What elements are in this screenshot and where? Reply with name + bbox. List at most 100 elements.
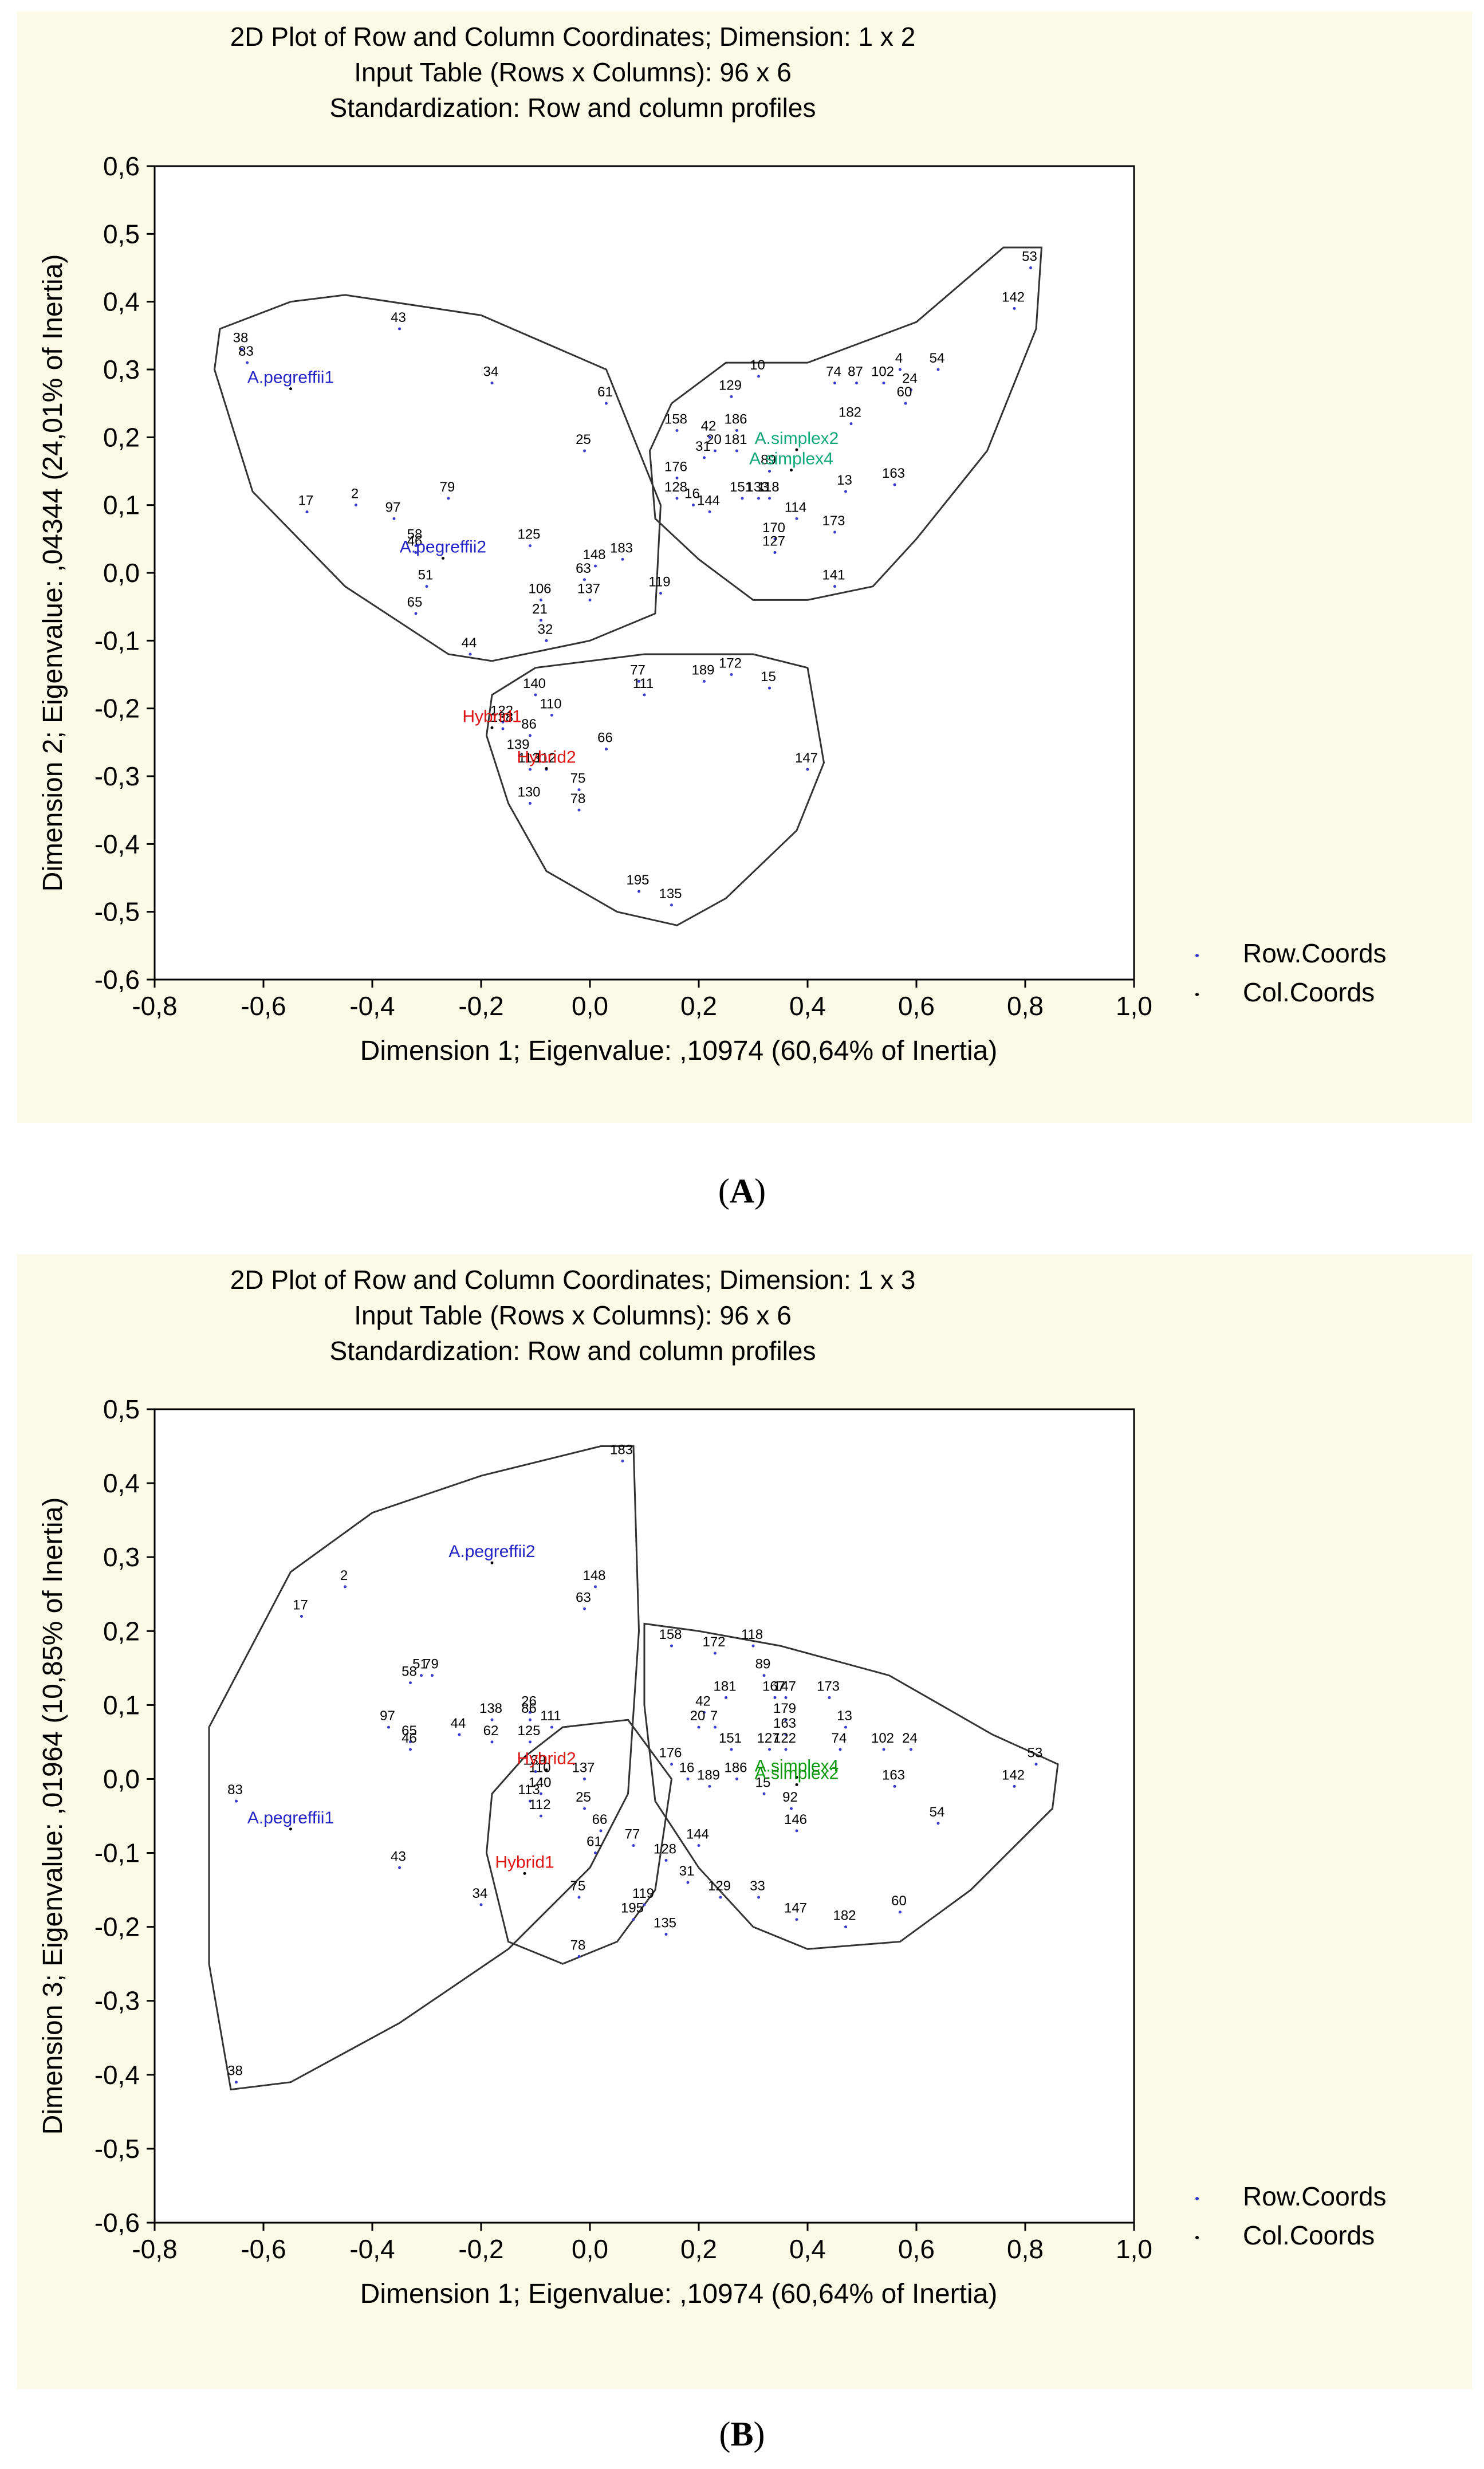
row-point-marker bbox=[529, 544, 532, 548]
row-point-marker bbox=[899, 1910, 902, 1914]
row-point-marker bbox=[540, 1777, 542, 1780]
row-point-label: 114 bbox=[785, 500, 806, 515]
row-point-label: 179 bbox=[773, 1701, 796, 1716]
y-tick-label: 0,1 bbox=[103, 490, 140, 520]
row-point-label: 13 bbox=[837, 473, 852, 488]
row-point-marker bbox=[355, 504, 357, 507]
row-point-label: 147 bbox=[795, 750, 818, 766]
row-point-label: 34 bbox=[473, 1886, 488, 1901]
row-point-marker bbox=[784, 1718, 788, 1721]
row-point-label: 65 bbox=[401, 1723, 417, 1739]
row-point-marker bbox=[540, 619, 542, 622]
row-point-label: 32 bbox=[538, 622, 553, 637]
col-point-marker bbox=[289, 1827, 292, 1831]
row-point-label: 66 bbox=[597, 730, 613, 746]
row-point-marker bbox=[643, 693, 646, 697]
row-point-marker bbox=[910, 388, 912, 391]
row-point-marker bbox=[936, 368, 940, 371]
row-point-label: 79 bbox=[423, 1657, 439, 1672]
row-point-label: 125 bbox=[517, 527, 540, 542]
row-point-marker bbox=[594, 1585, 597, 1589]
x-tick-label: 0,4 bbox=[789, 991, 826, 1021]
row-point-marker bbox=[501, 727, 505, 730]
legend-marker bbox=[1195, 993, 1199, 996]
row-point-label: 135 bbox=[659, 886, 682, 902]
row-point-label: 75 bbox=[570, 771, 586, 787]
row-point-marker bbox=[833, 585, 836, 588]
row-point-marker bbox=[240, 348, 243, 351]
row-point-marker bbox=[414, 544, 418, 548]
col-point-marker bbox=[795, 1776, 798, 1779]
cluster-outline bbox=[648, 246, 1043, 601]
row-point-label: 54 bbox=[930, 351, 945, 366]
row-point-marker bbox=[899, 368, 902, 371]
row-point-marker bbox=[795, 517, 798, 520]
row-point-label: 158 bbox=[659, 1627, 682, 1642]
row-point-label: 20 bbox=[690, 1708, 706, 1724]
row-point-marker bbox=[398, 327, 401, 331]
row-point-label: 111 bbox=[633, 676, 654, 691]
row-point-label: 118 bbox=[741, 1627, 763, 1642]
col-point-marker bbox=[790, 469, 793, 472]
row-point-label: 181 bbox=[713, 1678, 736, 1694]
row-point-marker bbox=[675, 497, 679, 500]
row-point-label: 63 bbox=[576, 1590, 591, 1606]
chart-title-line: 2D Plot of Row and Column Coordinates; D… bbox=[230, 1265, 916, 1295]
col-point-label: A.pegreffii2 bbox=[448, 1542, 535, 1561]
row-point-marker bbox=[398, 1866, 401, 1869]
row-point-label: 61 bbox=[586, 1834, 602, 1850]
row-point-marker bbox=[686, 1881, 690, 1884]
row-point-marker bbox=[621, 1459, 624, 1462]
row-point-label: 189 bbox=[697, 1767, 720, 1783]
row-point-marker bbox=[730, 1748, 733, 1751]
row-point-label: 13 bbox=[837, 1708, 852, 1724]
row-point-marker bbox=[534, 693, 537, 697]
y-tick-label: 0,5 bbox=[103, 1394, 140, 1424]
row-point-marker bbox=[828, 1696, 831, 1699]
x-axis-label: Dimension 1; Eigenvalue: ,10974 (60,64% … bbox=[360, 1036, 998, 1066]
row-point-label: 142 bbox=[1002, 290, 1025, 305]
caption-b: (B) bbox=[719, 2415, 765, 2453]
y-tick-label: -0,4 bbox=[95, 829, 140, 859]
row-point-marker bbox=[501, 720, 505, 724]
x-tick-label: -0,8 bbox=[132, 991, 177, 1021]
plot-area bbox=[153, 165, 1135, 981]
col-point-label: A.simplex2 bbox=[755, 429, 839, 448]
row-point-label: 51 bbox=[418, 568, 434, 583]
col-point-label: A.pegreffii1 bbox=[247, 368, 334, 387]
row-point-marker bbox=[844, 1725, 847, 1729]
row-point-marker bbox=[844, 1925, 847, 1929]
y-tick-label: -0,6 bbox=[95, 965, 140, 994]
row-point-marker bbox=[392, 517, 396, 520]
row-point-label: 163 bbox=[882, 1767, 905, 1783]
chart-title-line: Input Table (Rows x Columns): 96 x 6 bbox=[354, 1300, 792, 1330]
col-point-label: A.simplex2 bbox=[755, 1764, 839, 1783]
row-point-label: 151 bbox=[719, 1731, 742, 1746]
row-point-marker bbox=[583, 1807, 586, 1810]
row-point-marker bbox=[751, 1644, 755, 1648]
row-point-label: 86 bbox=[521, 1701, 537, 1716]
row-point-marker bbox=[621, 557, 624, 561]
row-point-marker bbox=[714, 449, 717, 453]
row-point-label: 172 bbox=[702, 1634, 725, 1650]
row-point-marker bbox=[768, 470, 771, 473]
row-point-label: 20 bbox=[706, 432, 722, 447]
row-point-label: 139 bbox=[523, 1753, 546, 1768]
row-point-label: 148 bbox=[582, 1568, 605, 1583]
row-point-marker bbox=[529, 1740, 532, 1744]
row-point-marker bbox=[768, 497, 771, 500]
row-point-marker bbox=[577, 808, 581, 812]
row-point-label: 135 bbox=[654, 1916, 676, 1931]
caption-a: (A) bbox=[718, 1172, 766, 1210]
y-tick-label: -0,1 bbox=[95, 1838, 140, 1868]
row-point-marker bbox=[882, 382, 885, 385]
row-point-label: 54 bbox=[930, 1804, 945, 1820]
row-point-label: 127 bbox=[762, 534, 785, 549]
row-point-label: 44 bbox=[451, 1716, 466, 1731]
legend-entry: Row.Coords bbox=[1243, 2181, 1387, 2211]
row-point-label: 78 bbox=[570, 791, 586, 807]
row-point-label: 102 bbox=[871, 1731, 894, 1746]
chart-b: 2D Plot of Row and Column Coordinates; D… bbox=[17, 1255, 1472, 2389]
row-point-marker bbox=[768, 1748, 771, 1751]
row-point-marker bbox=[773, 551, 777, 554]
